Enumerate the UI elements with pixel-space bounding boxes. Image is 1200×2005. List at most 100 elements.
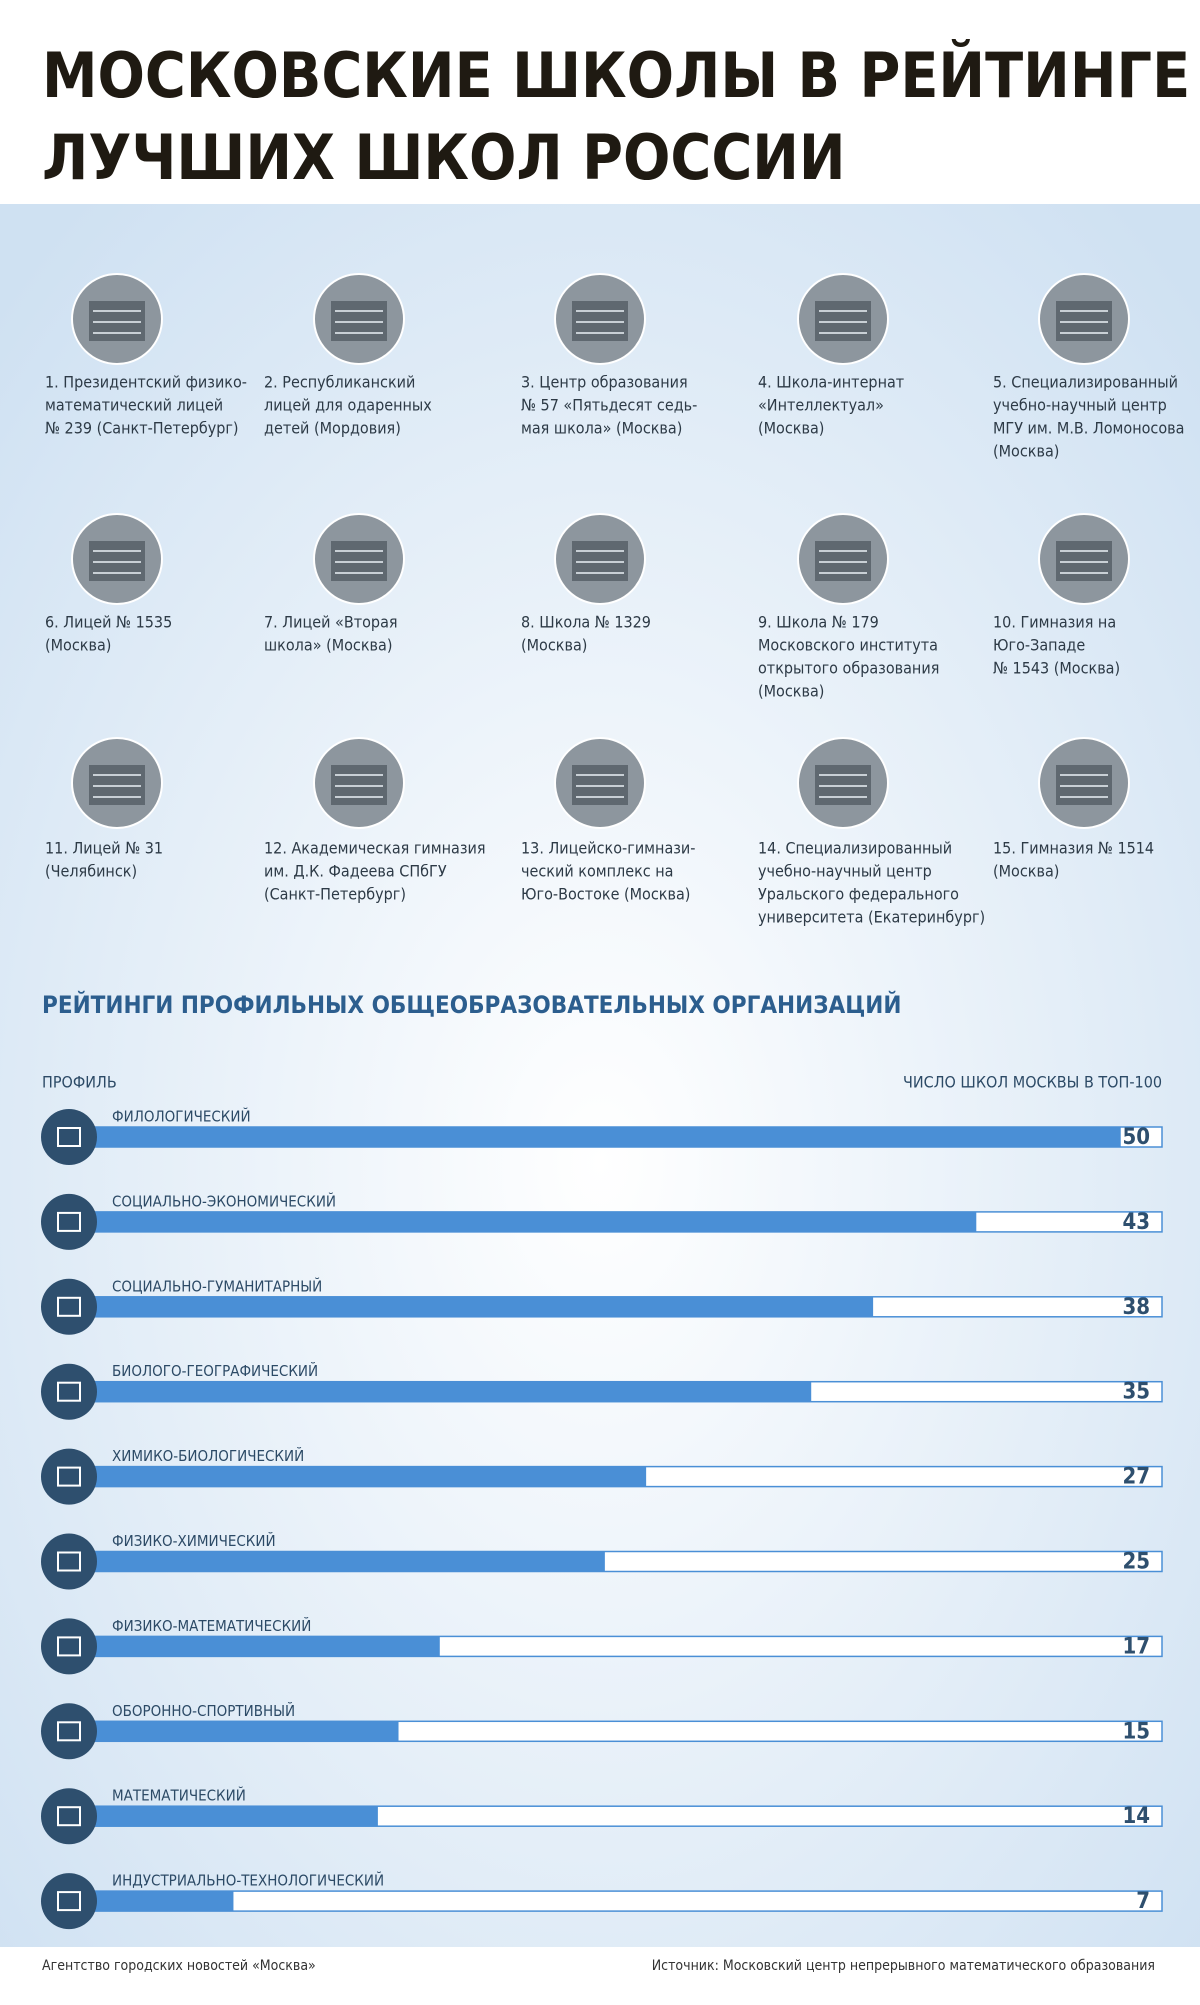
icon-glyph <box>57 1466 81 1487</box>
title: ЛУЧШИХ ШКОЛ РОССИИ <box>42 121 846 194</box>
value-label: 7 <box>1136 1889 1150 1914</box>
school: 6. Лицей № 1535 (Москва) <box>45 513 172 655</box>
icon-glyph <box>57 1381 81 1402</box>
school-name: (Москва) <box>45 636 111 655</box>
value-label: 38 <box>1122 1295 1150 1320</box>
school-name: 2. Республиканский <box>264 373 415 392</box>
school-name: МГУ им. М.В. Ломоносова <box>993 419 1184 438</box>
school: 15. Гимназия № 1514 (Москва) <box>993 737 1154 881</box>
category-label: СОЦИАЛЬНО-ЭКОНОМИЧЕСКИЙ <box>112 1191 336 1210</box>
school: 14. Специализированный учебно-научный цен… <box>758 737 985 927</box>
school: 1. Президентский физико-математический л… <box>45 273 247 438</box>
value-label: 17 <box>1122 1634 1150 1659</box>
school-name: мая школа» (Москва) <box>521 419 682 438</box>
school-name: № 57 «Пятьдесят седь- <box>521 396 697 415</box>
category-label: БИОЛОГО-ГЕОГРАФИЧЕСКИЙ <box>112 1361 318 1380</box>
school-name: (Москва) <box>758 682 824 701</box>
school: 9. Школа № 179 Московского института откры… <box>758 513 939 701</box>
bar <box>89 1127 1121 1147</box>
category-label: ФИЛОЛОГИЧЕСКИЙ <box>112 1107 251 1126</box>
school-name: математический лицей <box>45 396 223 415</box>
axis-label: ПРОФИЛЬ <box>42 1073 117 1092</box>
chart: ФИЛОЛОГИЧЕСКИЙ 50 СОЦИАЛЬНО-ЭКОНОМИЧЕСКИЙ 4… <box>41 1107 1163 1930</box>
icon <box>41 1193 97 1250</box>
school-name: ческий комплекс на <box>521 862 674 881</box>
icon-glyph <box>57 1891 81 1912</box>
bar-track <box>88 1890 1163 1912</box>
icon-glyph <box>57 1551 81 1572</box>
school-name: открытого образования <box>758 659 939 678</box>
school-name: 4. Школа-интернат <box>758 373 904 392</box>
icon <box>41 1278 97 1335</box>
bar <box>89 1806 378 1827</box>
school-name: 7. Лицей «Вторая <box>264 613 398 632</box>
category-label: ХИМИКО-БИОЛОГИЧЕСКИЙ <box>112 1446 304 1465</box>
school-name: 10. Гимназия на <box>993 613 1116 632</box>
school-name: (Москва) <box>521 636 587 655</box>
school-name: лицей для одаренных <box>264 396 432 415</box>
school-name: № 239 (Санкт-Петербург) <box>45 419 239 438</box>
school-name: «Интеллектуал» <box>758 396 884 415</box>
school-name: 14. Специализированный <box>758 839 952 858</box>
value-label: 35 <box>1122 1380 1150 1405</box>
school-name: университета (Екатеринбург) <box>758 908 985 927</box>
school-name: 9. Школа № 179 <box>758 613 879 632</box>
axis-label: ЧИСЛО ШКОЛ МОСКВЫ В ТОП-100 <box>903 1073 1162 1092</box>
value-label: 50 <box>1122 1125 1150 1150</box>
school-name: 6. Лицей № 1535 <box>45 613 172 632</box>
value-label: 43 <box>1122 1210 1150 1235</box>
icon-glyph <box>57 1636 81 1657</box>
bar <box>89 1381 812 1402</box>
school: 11. Лицей № 31 (Челябинск) <box>45 737 163 881</box>
school-name: (Москва) <box>993 442 1059 461</box>
school-name: (Санкт-Петербург) <box>264 885 406 904</box>
icon-glyph <box>57 1721 81 1742</box>
footer: Источник: Московский центр непрерывного … <box>652 1958 1155 1974</box>
school: 7. Лицей «Вторая школа» (Москва) <box>264 513 405 655</box>
icon <box>41 1618 97 1675</box>
chart-title: РЕЙТИНГИ ПРОФИЛЬНЫХ ОБЩЕОБРАЗОВАТЕЛЬНЫХ … <box>42 990 901 1019</box>
school-name: № 1543 (Москва) <box>993 659 1120 678</box>
value-label: 15 <box>1122 1719 1150 1744</box>
bar <box>89 1296 874 1317</box>
school-name: 15. Гимназия № 1514 <box>993 839 1154 858</box>
icon <box>41 1109 97 1165</box>
bar <box>89 1466 647 1487</box>
category-label: ФИЗИКО-ХИМИЧЕСКИЙ <box>112 1531 276 1550</box>
icon-glyph <box>57 1296 81 1317</box>
school-name: (Челябинск) <box>45 862 137 881</box>
category-label: ИНДУСТРИАЛЬНО-ТЕХНОЛОГИЧЕСКИЙ <box>112 1871 384 1890</box>
school-name: 13. Лицейско-гимнази- <box>521 839 695 858</box>
category-label: ФИЗИКО-МАТЕМАТИЧЕСКИЙ <box>112 1616 311 1635</box>
school-name: 5. Специализированный <box>993 373 1178 392</box>
school: 12. Академическая гимназия им. Д.К. Фадее… <box>264 737 486 904</box>
school-name: учебно-научный центр <box>758 862 932 881</box>
school-name: школа» (Москва) <box>264 636 392 655</box>
category-label: МАТЕМАТИЧЕСКИЙ <box>112 1786 246 1805</box>
icon <box>41 1363 97 1420</box>
icon <box>41 1703 97 1760</box>
school-name: Московского института <box>758 636 938 655</box>
bar <box>89 1721 399 1742</box>
bar <box>89 1551 605 1572</box>
school-name: им. Д.К. Фадеева СПбГУ <box>264 862 447 881</box>
school-name: Юго-Востоке (Москва) <box>521 885 690 904</box>
school: 4. Школа-интернат «Интеллектуал» (Москва) <box>758 273 904 438</box>
school: 2. Республиканский лицей для одаренных дет… <box>264 273 432 438</box>
school-name: 1. Президентский физико- <box>45 373 247 392</box>
icon <box>41 1448 97 1505</box>
bar <box>89 1211 977 1232</box>
schools: 1. Президентский физико-математический л… <box>45 273 1184 927</box>
school-name: 8. Школа № 1329 <box>521 613 651 632</box>
value-label: 25 <box>1122 1550 1150 1575</box>
icon <box>41 1788 97 1845</box>
school-name: учебно-научный центр <box>993 396 1167 415</box>
icon-glyph <box>57 1127 81 1147</box>
category-label: ОБОРОННО-СПОРТИВНЫЙ <box>112 1701 295 1720</box>
school: 13. Лицейско-гимнази-ческий комплекс на Ю… <box>521 737 695 904</box>
school-name: (Москва) <box>993 862 1059 881</box>
school-name: детей (Мордовия) <box>264 419 401 438</box>
school-name: (Москва) <box>758 419 824 438</box>
school: 10. Гимназия на Юго-Западе № 1543 (Москва) <box>993 513 1130 678</box>
